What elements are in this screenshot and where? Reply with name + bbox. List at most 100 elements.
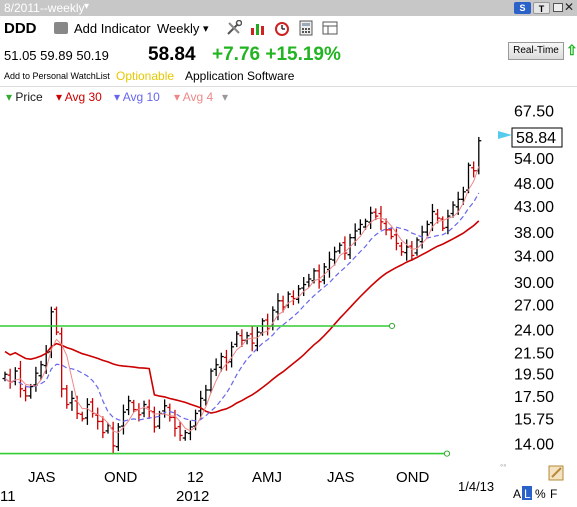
y-tick-label: 21.50 (514, 346, 554, 363)
arrow-up-icon[interactable]: ⇧ (566, 42, 577, 58)
price-bar (120, 404, 126, 435)
price-bar (7, 368, 13, 389)
title-bar: 8/2011--weekly ▾ S T ✕ (0, 0, 577, 16)
price-bar (234, 331, 240, 348)
chevron-down-icon[interactable]: ▾ (203, 23, 209, 35)
last-price: 58.84 (148, 44, 196, 65)
price-bar (167, 403, 173, 422)
legend-item-avg10[interactable]: ▾ Avg 10 (114, 90, 160, 104)
chevron-down-icon[interactable]: ▾ (174, 90, 181, 104)
price-bar (84, 398, 90, 425)
price-bar (424, 220, 430, 237)
chevron-down-icon[interactable]: ▾ (84, 1, 90, 12)
chevron-down-icon[interactable]: ▾ (222, 90, 229, 104)
price-bar (59, 327, 65, 398)
price-bar (306, 273, 312, 288)
add-indicator-icon[interactable] (54, 22, 68, 34)
change-percent: +15.19% (265, 44, 341, 65)
x-tick-label: OND (396, 469, 430, 486)
price-bar (198, 390, 204, 420)
l-icon-bg[interactable] (522, 486, 532, 500)
price-bar (12, 367, 18, 386)
price-bar (64, 384, 70, 409)
x-tick-label: AMJ (252, 469, 282, 486)
tools-icon[interactable] (226, 20, 242, 36)
sector-label[interactable]: Application Software (185, 69, 295, 83)
bar-chart-icon[interactable] (250, 20, 266, 36)
avg4-line (4, 166, 480, 434)
t-icon[interactable]: T (533, 2, 550, 14)
price-bar (383, 218, 389, 236)
avg10-line (4, 192, 480, 422)
legend-item-avg30[interactable]: ▾ Avg 30 (56, 90, 102, 104)
high-value: 59.89 (40, 48, 73, 63)
price-bars (2, 136, 482, 453)
layout-icon[interactable] (322, 20, 338, 36)
x-axis: JAS OND 12 AMJ JAS OND 11 2012 (0, 469, 430, 505)
chevron-down-icon[interactable]: ▾ (114, 90, 121, 104)
s-icon[interactable]: S (514, 2, 531, 14)
price-bar (476, 136, 482, 175)
chart-period-title[interactable]: 8/2011--weekly (4, 1, 85, 15)
real-time-button[interactable]: Real-Time (508, 42, 564, 60)
price-bar (33, 366, 39, 392)
price-bar (342, 236, 348, 260)
y-tick-label: 15.75 (514, 411, 554, 428)
symbol-label[interactable]: DDD (4, 20, 37, 37)
price-bar (290, 290, 296, 306)
price-bar (79, 411, 85, 422)
price-bar (399, 242, 405, 256)
price-bar (23, 385, 29, 402)
price-bar (229, 341, 235, 368)
price-bar (38, 360, 44, 380)
add-to-watchlist-link[interactable]: Add to Personal WatchList (4, 71, 110, 81)
price-bar (326, 251, 332, 278)
legend-item-avg4[interactable]: ▾ Avg 4 (174, 90, 214, 104)
restore-window-button[interactable] (553, 3, 563, 12)
period-dropdown[interactable]: Weekly (157, 21, 200, 36)
price-bar (471, 161, 477, 178)
price-bar (373, 208, 379, 221)
price-bar (141, 400, 147, 418)
price-bar (321, 263, 327, 285)
price-bar (296, 285, 302, 304)
support-line[interactable] (0, 450, 451, 457)
x-tick-label: JAS (28, 469, 56, 486)
calculator-icon[interactable] (298, 20, 314, 36)
price-chart[interactable]: 67.5060.0054.0048.0043.0038.0034.0030.00… (0, 104, 577, 507)
a-icon[interactable]: A (513, 487, 521, 501)
f-icon[interactable]: F (550, 487, 557, 501)
chevron-down-icon[interactable]: ▾ (56, 90, 63, 104)
chevron-down-icon[interactable]: ▾ (6, 90, 13, 104)
y-tick-label: 30.00 (514, 275, 554, 292)
price-bar (100, 416, 106, 439)
y-tick-label: 17.50 (514, 389, 554, 406)
price-bar (254, 327, 260, 352)
price-bar (126, 395, 132, 416)
price-bar (275, 293, 281, 321)
add-indicator-button[interactable]: Add Indicator (74, 21, 151, 36)
price-bar (280, 295, 286, 313)
y-tick-label: 54.00 (514, 151, 554, 168)
price-bar (249, 326, 255, 352)
price-bar (213, 358, 219, 377)
price-bar (182, 429, 188, 441)
info-bar: Add to Personal WatchList Optionable App… (0, 68, 577, 84)
price-bar (301, 277, 307, 297)
trendlines[interactable] (0, 322, 451, 457)
pencil-icon[interactable] (548, 465, 564, 481)
alarm-clock-icon[interactable] (274, 20, 290, 36)
resistance-line[interactable] (0, 322, 396, 330)
y-tick-label: 67.50 (514, 104, 554, 121)
x-tick-label: OND (104, 469, 138, 486)
scroll-handle-icon[interactable]: ◦◦ (500, 460, 506, 470)
l-icon[interactable]: L (524, 487, 531, 501)
percent-icon[interactable]: % (535, 487, 546, 501)
y-tick-label: 19.50 (514, 366, 554, 383)
price-bar (2, 371, 8, 382)
legend-item-price[interactable]: ▾ Price (6, 90, 43, 104)
close-icon[interactable]: ✕ (564, 0, 575, 14)
price-bar (316, 264, 322, 289)
x-sub-label: 11 (0, 488, 16, 505)
price-bar (337, 242, 343, 254)
